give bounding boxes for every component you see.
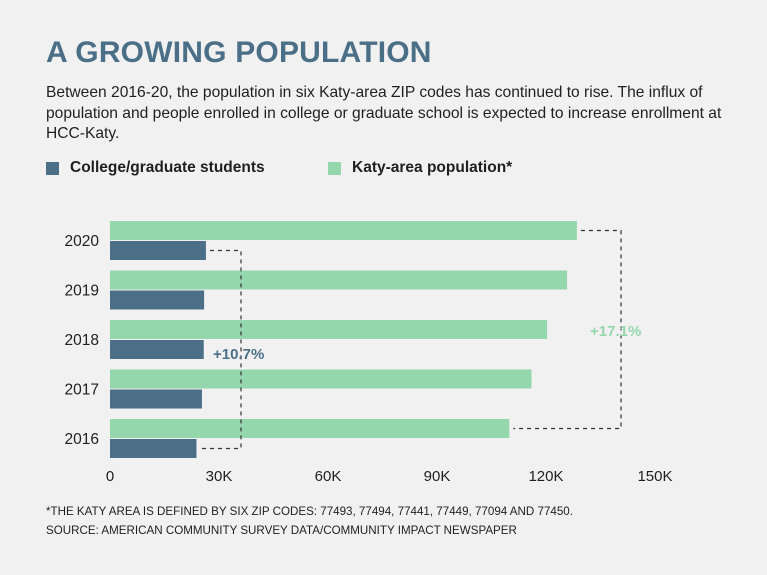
year-label-2017: 2017 <box>65 382 99 399</box>
bracket-population <box>513 229 622 430</box>
legend-swatch-students <box>46 161 59 175</box>
bar-students-2016 <box>110 439 197 458</box>
bar-students-2017 <box>110 389 202 409</box>
year-label-2019: 2019 <box>65 283 99 300</box>
year-label-2018: 2018 <box>65 332 99 349</box>
year-label-2016: 2016 <box>65 431 99 448</box>
legend-item-population: Katy-area population* <box>328 159 512 177</box>
bar-students-2018 <box>110 340 204 359</box>
x-tick-label: 90K <box>424 468 451 485</box>
footnote-source: SOURCE: AMERICAN COMMUNITY SURVEY DATA/C… <box>46 524 517 537</box>
legend-label-population: Katy-area population* <box>352 159 513 176</box>
bar-population-2016 <box>110 419 510 438</box>
footnote-note: *THE KATY AREA IS DEFINED BY SIX ZIP COD… <box>46 505 573 518</box>
annotation-students-growth: +10.7% <box>213 346 264 363</box>
bar-students-2019 <box>110 290 205 310</box>
bar-population-2019 <box>110 270 568 290</box>
x-tick-label: 120K <box>528 468 563 485</box>
year-label-2020: 2020 <box>65 233 100 250</box>
annotation-population-growth: +17.1% <box>590 323 641 340</box>
bar-population-2018 <box>110 320 548 339</box>
bar-population-2017 <box>110 369 532 389</box>
x-tick-label: 0 <box>106 468 114 485</box>
x-tick-label: 150K <box>637 468 672 485</box>
x-tick-label: 60K <box>315 468 342 485</box>
bar-students-2020 <box>110 241 206 260</box>
x-tick-label: 30K <box>206 468 233 485</box>
bracket-students <box>200 249 242 450</box>
legend-item-students: College/graduate students <box>46 159 265 177</box>
legend-label-students: College/graduate students <box>70 159 265 176</box>
chart-subtitle: Between 2016-20, the population in six K… <box>46 84 722 142</box>
bar-population-2020 <box>110 221 577 240</box>
chart-title: A GROWING POPULATION <box>46 36 432 69</box>
legend-swatch-population <box>328 161 341 175</box>
footnote: *THE KATY AREA IS DEFINED BY SIX ZIP COD… <box>46 502 573 540</box>
